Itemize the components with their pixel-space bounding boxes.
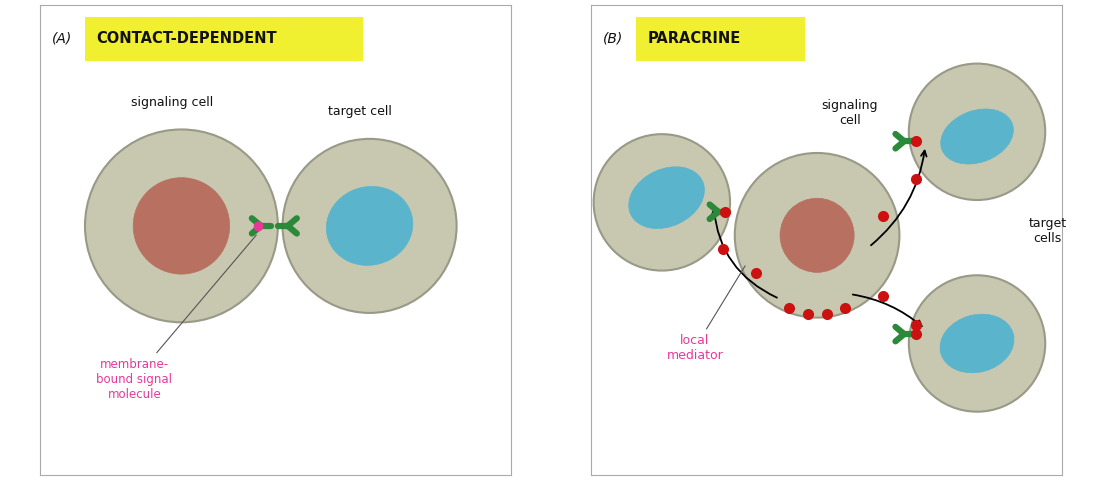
Ellipse shape [941,109,1014,164]
Circle shape [85,130,278,323]
Ellipse shape [780,198,854,272]
Text: target cell: target cell [328,105,392,119]
Ellipse shape [940,314,1014,373]
Circle shape [735,153,899,318]
Text: signaling cell: signaling cell [131,96,213,109]
FancyBboxPatch shape [85,17,363,61]
FancyBboxPatch shape [636,17,806,61]
Text: signaling
cell: signaling cell [822,99,878,127]
Text: (A): (A) [52,32,73,46]
Circle shape [282,139,456,313]
Text: CONTACT-DEPENDENT: CONTACT-DEPENDENT [97,31,278,46]
Circle shape [909,276,1045,412]
Text: target
cells: target cells [1028,216,1067,245]
Circle shape [909,64,1045,200]
Text: membrane-
bound signal
molecule: membrane- bound signal molecule [96,235,257,401]
Circle shape [594,134,730,271]
Ellipse shape [326,186,413,265]
Ellipse shape [629,167,704,228]
Text: local
mediator: local mediator [667,266,745,362]
Text: PARACRINE: PARACRINE [648,31,741,46]
Text: (B): (B) [603,32,624,46]
Ellipse shape [133,178,229,274]
